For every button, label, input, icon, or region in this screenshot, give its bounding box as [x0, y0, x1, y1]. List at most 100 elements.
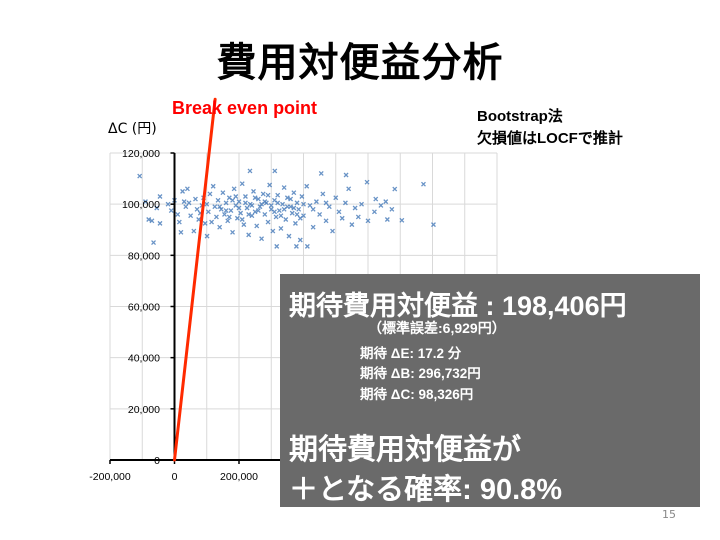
data-point [291, 205, 297, 211]
expected-delta-c: 期待 ΔC: 98,326円 [360, 387, 474, 402]
data-point [246, 232, 252, 238]
data-point [175, 211, 181, 217]
data-point [193, 196, 198, 202]
data-point [249, 202, 255, 208]
data-point [349, 222, 355, 228]
data-point [286, 233, 292, 239]
data-point [272, 209, 277, 215]
note-line-2: 欠損値はLOCFで推計 [477, 130, 623, 147]
data-point [239, 181, 245, 187]
data-point [274, 243, 280, 249]
data-point [244, 205, 250, 211]
data-point [220, 190, 226, 196]
data-point [259, 236, 265, 242]
data-point [275, 200, 281, 206]
data-point [262, 211, 268, 217]
data-point [292, 220, 298, 226]
data-point [218, 206, 224, 212]
data-point [310, 224, 316, 230]
data-point [217, 224, 223, 230]
data-point [326, 204, 332, 210]
slide-title: 費用対便益分析 [216, 40, 504, 86]
data-point [233, 194, 239, 199]
data-point [293, 243, 299, 249]
data-point [304, 183, 310, 189]
page-number: 15 [662, 508, 676, 521]
break-even-line [173, 97, 217, 462]
data-point [336, 209, 342, 215]
data-point [191, 228, 197, 234]
data-point [281, 185, 287, 190]
x-tick-label: -200,000 [89, 471, 131, 483]
data-point [431, 222, 436, 228]
data-point [323, 218, 329, 224]
data-point [299, 194, 305, 199]
data-point [204, 201, 210, 207]
data-point [230, 229, 236, 235]
data-point [176, 219, 182, 225]
data-point [371, 209, 377, 215]
data-point [209, 219, 215, 225]
data-point [280, 201, 285, 207]
data-point [213, 214, 219, 220]
data-point [205, 209, 211, 215]
data-point [259, 201, 265, 207]
data-point [188, 213, 194, 219]
data-point [364, 179, 370, 185]
data-point [157, 194, 163, 199]
data-point [267, 182, 273, 188]
data-point [301, 201, 306, 207]
data-point [304, 243, 310, 249]
data-point [251, 188, 256, 194]
data-point [268, 202, 274, 208]
data-point [184, 186, 190, 192]
data-point [225, 218, 231, 224]
data-point [252, 209, 258, 215]
note-line-1: Bootstrap法 [477, 108, 563, 125]
data-point [143, 199, 148, 205]
data-point [183, 204, 189, 210]
y-tick-label: 20,000 [128, 404, 160, 416]
data-point [323, 200, 329, 206]
data-point [151, 240, 156, 246]
data-point [178, 229, 184, 235]
data-point [241, 222, 247, 228]
data-point [392, 186, 398, 192]
data-point [215, 197, 221, 203]
data-point [378, 202, 384, 208]
data-point [146, 217, 152, 222]
data-point [289, 210, 295, 216]
scatter-points [137, 168, 436, 249]
data-point [238, 210, 244, 216]
data-point [275, 192, 281, 198]
y-tick-label: 120,000 [122, 148, 160, 160]
data-point [234, 215, 240, 221]
data-point [194, 206, 200, 212]
data-point [270, 228, 276, 234]
data-point [343, 172, 349, 178]
data-point [355, 214, 361, 220]
data-point [242, 194, 248, 199]
data-point [373, 196, 379, 202]
data-point [320, 191, 326, 197]
data-point [231, 186, 237, 192]
data-point [168, 208, 174, 214]
data-point [421, 181, 426, 187]
data-point [236, 205, 242, 211]
data-point [255, 208, 261, 214]
data-point [230, 197, 236, 203]
data-point [384, 217, 390, 222]
data-point [212, 204, 218, 210]
data-point [202, 220, 208, 226]
data-point [210, 183, 216, 189]
data-point [297, 237, 303, 243]
data-point [260, 191, 266, 197]
data-point [281, 206, 287, 212]
data-point [222, 211, 227, 217]
data-point [255, 196, 261, 202]
data-point [313, 199, 319, 205]
data-point [294, 211, 300, 217]
data-point [149, 218, 155, 224]
break-even-label: Break even point [172, 98, 318, 118]
data-point [265, 192, 271, 198]
